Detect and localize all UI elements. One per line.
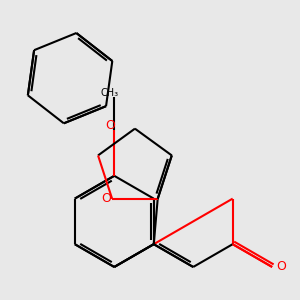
Text: O: O: [276, 260, 286, 274]
Text: CH₃: CH₃: [100, 88, 119, 98]
Text: O: O: [102, 192, 112, 205]
Text: O: O: [105, 119, 115, 132]
